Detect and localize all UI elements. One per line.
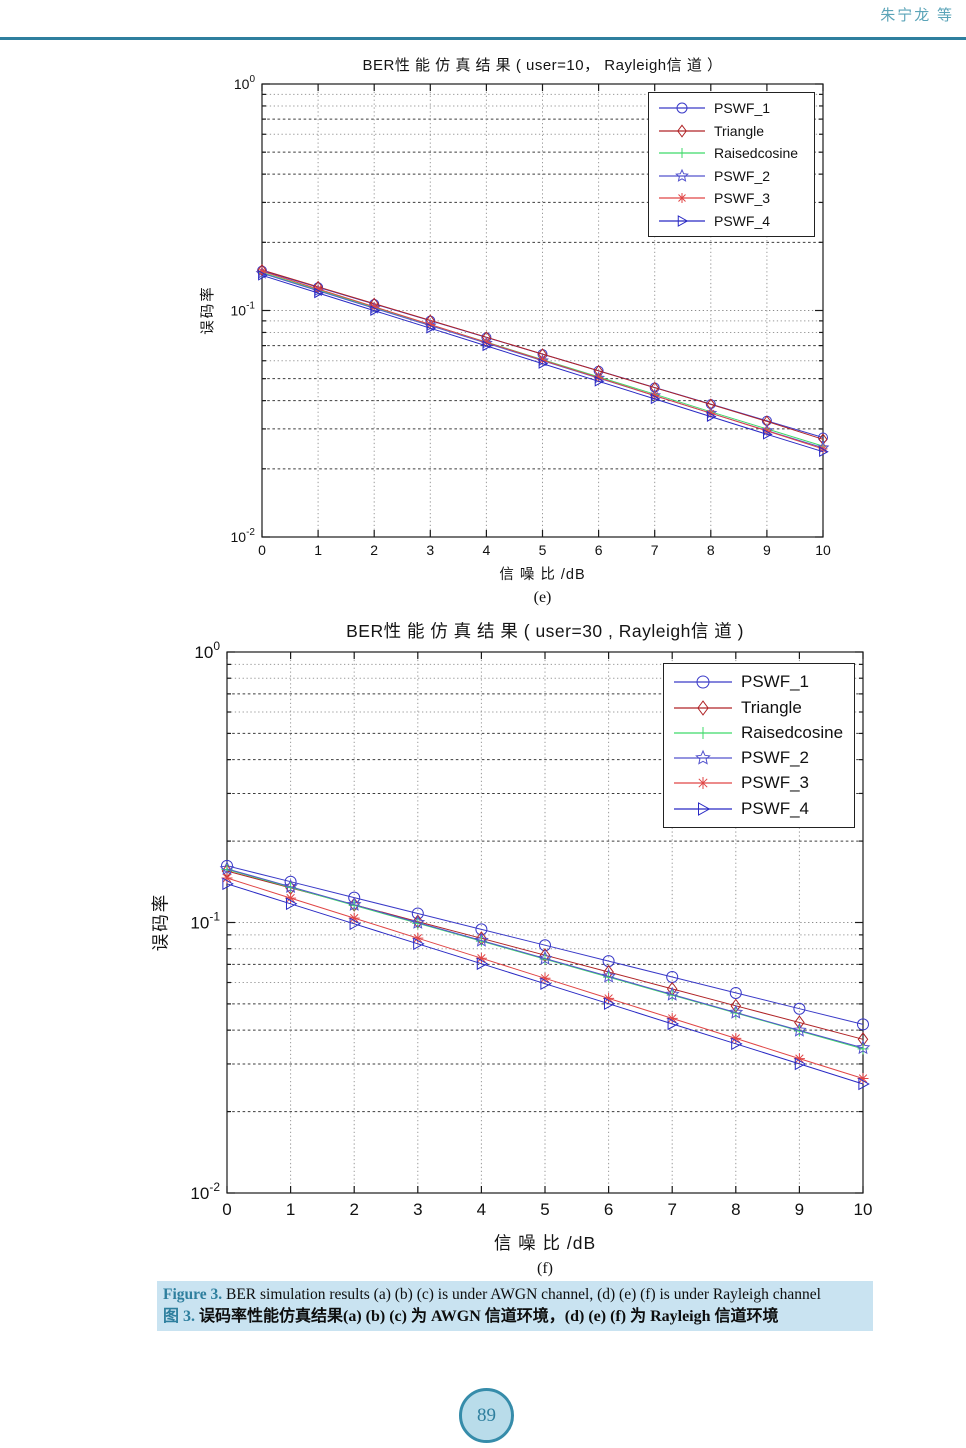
svg-text:7: 7: [667, 1200, 676, 1219]
y-tick-labels: 100 10-1 10-2: [190, 639, 220, 1203]
legend-label: PSWF_4: [714, 212, 771, 229]
series-PSWF_2: [219, 861, 871, 1055]
legend-item: PSWF_1: [672, 672, 854, 692]
legend-marker-icon: [659, 148, 705, 159]
legend-item: PSWF_4: [672, 799, 854, 819]
svg-text:6: 6: [604, 1200, 613, 1219]
x-tick-labels: 0 1 2 3 4 5 6 7 8 9 10: [222, 1200, 872, 1219]
svg-text:10-2: 10-2: [190, 1180, 220, 1203]
figure-caption: Figure 3. BER simulation results (a) (b)…: [157, 1281, 873, 1331]
svg-text:0: 0: [258, 542, 266, 558]
legend-label: Raisedcosine: [714, 145, 799, 162]
header-author: 朱宁龙 等: [880, 8, 954, 24]
legend-marker-icon: [674, 777, 732, 790]
chart-e-panel-label: (e): [533, 589, 552, 606]
svg-text:4: 4: [483, 542, 491, 558]
svg-text:3: 3: [426, 542, 434, 558]
chart-panel-f: BER性 能 仿 真 结 果 ( user=30 , Rayleigh信 道 )…: [150, 612, 890, 1284]
axis-ticks: [226, 651, 864, 1194]
legend-marker-icon: [674, 749, 732, 765]
legend-label: PSWF_1: [741, 672, 810, 692]
svg-text:10-1: 10-1: [231, 300, 256, 318]
series-PSWF_4: [222, 877, 870, 1091]
series-PSWF_1: [221, 859, 869, 1031]
caption-line-zh: 图 3. 误码率性能仿真结果(a) (b) (c) 为 AWGN 信道环境，(d…: [163, 1305, 867, 1328]
chart-e-xlabel: 信 噪 比 /dB: [499, 567, 586, 583]
legend-label: PSWF_2: [741, 748, 810, 768]
svg-text:4: 4: [477, 1200, 486, 1219]
legend-label: Triangle: [714, 122, 765, 139]
svg-text:5: 5: [539, 542, 547, 558]
svg-text:2: 2: [349, 1200, 358, 1219]
svg-text:100: 100: [234, 74, 256, 92]
svg-text:7: 7: [651, 542, 659, 558]
legend-marker-icon: [659, 102, 705, 114]
caption-label-en: Figure 3.: [163, 1286, 223, 1303]
legend-label: PSWF_2: [714, 167, 771, 184]
svg-text:9: 9: [763, 542, 771, 558]
axis-ticks: [261, 83, 824, 538]
chart-f-title: BER性 能 仿 真 结 果 ( user=30 , Rayleigh信 道 ): [346, 621, 744, 641]
svg-text:2: 2: [370, 542, 378, 558]
legend-item: PSWF_2: [657, 166, 814, 186]
legend-label: PSWF_3: [714, 190, 771, 207]
x-tick-labels: 0 1 2 3 4 5 6 7 8 9 10: [258, 542, 831, 558]
legend-item: Triangle: [672, 698, 854, 718]
svg-text:100: 100: [194, 639, 220, 662]
chart-e-title: BER性 能 仿 真 结 果 ( user=10， Rayleigh信 道 ）: [362, 57, 723, 74]
legend-label: Raisedcosine: [741, 722, 844, 742]
svg-text:10: 10: [854, 1200, 873, 1219]
header-rule: [0, 37, 966, 40]
legend-item: PSWF_4: [657, 211, 814, 231]
chart-e-plot: 0 1 2 3 4 5 6 7 8 9 10 100 10-1 10-2: [231, 74, 831, 558]
legend-marker-icon: [659, 214, 705, 227]
legend-label: PSWF_3: [741, 773, 810, 793]
legend-marker-icon: [659, 124, 705, 138]
legend-label: PSWF_1: [714, 100, 771, 117]
svg-text:8: 8: [731, 1200, 740, 1219]
svg-text:1: 1: [314, 542, 322, 558]
page-number-badge: 89: [459, 1388, 514, 1443]
svg-text:9: 9: [795, 1200, 804, 1219]
caption-text-en: BER simulation results (a) (b) (c) is un…: [226, 1286, 821, 1303]
svg-text:5: 5: [540, 1200, 549, 1219]
legend-item: PSWF_3: [657, 188, 814, 208]
svg-text:8: 8: [707, 542, 715, 558]
legend-item: Raisedcosine: [657, 143, 814, 163]
legend-marker-icon: [659, 193, 705, 204]
caption-line-en: Figure 3. BER simulation results (a) (b)…: [163, 1284, 867, 1305]
legend-item: PSWF_1: [657, 98, 814, 118]
legend-marker-icon: [674, 675, 732, 689]
y-tick-labels: 100 10-1 10-2: [231, 74, 256, 545]
caption-label-zh: 图 3.: [163, 1308, 196, 1325]
series-Raisedcosine: [221, 864, 869, 1055]
page-number: 89: [477, 1404, 496, 1426]
series-PSWF_4: [258, 269, 829, 458]
legend-label: Triangle: [741, 697, 802, 717]
chart-f-legend: PSWF_1 Triangle Raisedcosine PSWF_2 PSWF_3 PS…: [663, 663, 855, 828]
chart-e-legend: PSWF_1 Triangle Raisedcosine PSWF_2 PSWF_3 PS…: [648, 92, 815, 237]
series-PSWF_3: [221, 872, 869, 1085]
svg-text:3: 3: [413, 1200, 422, 1219]
svg-text:10-1: 10-1: [190, 909, 220, 932]
legend-marker-icon: [674, 726, 732, 739]
svg-text:0: 0: [222, 1200, 231, 1219]
legend-label: PSWF_4: [741, 798, 810, 818]
svg-text:6: 6: [595, 542, 603, 558]
chart-f-xlabel: 信 噪 比 /dB: [493, 1233, 597, 1253]
chart-panel-e: BER性 能 仿 真 结 果 ( user=10， Rayleigh信 道 ） …: [190, 52, 870, 612]
legend-item: Triangle: [657, 121, 814, 141]
svg-text:1: 1: [286, 1200, 295, 1219]
legend-item: PSWF_2: [672, 748, 854, 768]
legend-marker-icon: [674, 801, 732, 816]
legend-marker-icon: [659, 168, 705, 182]
legend-item: Raisedcosine: [672, 723, 854, 743]
legend-marker-icon: [674, 699, 732, 716]
svg-text:10-2: 10-2: [231, 527, 256, 545]
chart-f-panel-label: (f): [537, 1260, 553, 1277]
svg-text:10: 10: [815, 542, 831, 558]
legend-item: PSWF_3: [672, 773, 854, 793]
caption-text-zh: 误码率性能仿真结果(a) (b) (c) 为 AWGN 信道环境，(d) (e)…: [199, 1308, 779, 1325]
